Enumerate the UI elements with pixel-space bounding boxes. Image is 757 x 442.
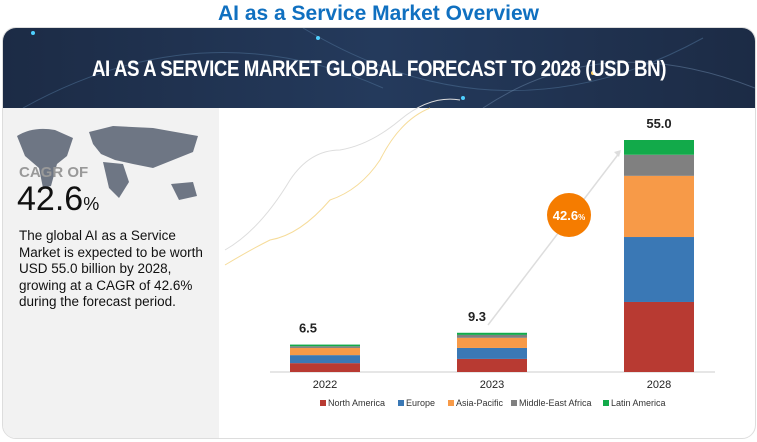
x-tick-label: 2028 xyxy=(647,379,671,391)
bar-segment-europe-2028 xyxy=(624,237,694,302)
total-label: 55.0 xyxy=(646,116,671,131)
cagr-badge xyxy=(547,193,591,237)
legend-swatch xyxy=(603,400,609,406)
growth-arrow xyxy=(487,151,621,326)
market-description: The global AI as a Service Market is exp… xyxy=(19,228,203,309)
bar-segment-europe-2022 xyxy=(290,355,360,364)
banner: AI AS A SERVICE MARKET GLOBAL FORECAST T… xyxy=(3,28,755,108)
bar-segment-latin-america-2023 xyxy=(457,332,527,335)
legend-label: Europe xyxy=(406,398,435,408)
cagr-label: CAGR OF xyxy=(19,164,89,181)
cagr-badge-unit: % xyxy=(578,213,585,222)
bar-segment-latin-america-2022 xyxy=(290,344,360,347)
legend-label: North America xyxy=(328,398,385,408)
bar-segment-middle-east-africa-2022 xyxy=(290,346,360,348)
bar-segment-north-america-2022 xyxy=(290,363,360,372)
x-tick-label: 2022 xyxy=(313,379,337,391)
bar-segment-asia-pacific-2023 xyxy=(457,337,527,348)
cagr-unit: % xyxy=(83,194,100,214)
legend-swatch xyxy=(448,400,454,406)
bar-segment-latin-america-2028 xyxy=(624,140,694,155)
bar-segment-north-america-2028 xyxy=(624,301,694,372)
total-label: 6.5 xyxy=(299,321,317,336)
legend-label: Middle-East Africa xyxy=(519,398,592,408)
bar-segment-middle-east-africa-2028 xyxy=(624,154,694,176)
legend-label: Latin America xyxy=(611,398,666,408)
legend-swatch xyxy=(511,400,517,406)
bar-segment-europe-2023 xyxy=(457,347,527,359)
bar-segment-asia-pacific-2028 xyxy=(624,175,694,238)
x-tick-label: 2023 xyxy=(480,379,504,391)
decorative-curve xyxy=(224,107,431,266)
total-label: 9.3 xyxy=(468,309,486,324)
page-title: AI as a Service Market Overview xyxy=(217,2,540,25)
legend-swatch xyxy=(320,400,326,406)
growth-arrowhead xyxy=(614,150,621,157)
cagr-number: 42.6 xyxy=(17,180,84,218)
bar-segment-asia-pacific-2022 xyxy=(290,347,360,356)
legend-swatch xyxy=(398,400,404,406)
decorative-curve xyxy=(224,98,461,251)
summary-panel xyxy=(3,108,219,438)
cagr-value: 42.6% xyxy=(17,180,99,219)
world-map-icon xyxy=(17,126,198,200)
bar-segment-middle-east-africa-2023 xyxy=(457,334,527,338)
cagr-badge-label: 42.6% xyxy=(553,208,585,223)
bar-segment-north-america-2023 xyxy=(457,358,527,372)
legend-label: Asia-Pacific xyxy=(456,398,504,408)
chart-title: AI AS A SERVICE MARKET GLOBAL FORECAST T… xyxy=(91,56,667,81)
banner-network-decoration xyxy=(22,28,755,108)
